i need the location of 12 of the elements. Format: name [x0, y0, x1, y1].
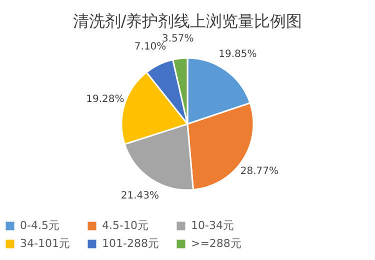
legend-label: 10-34元 — [191, 219, 234, 232]
legend-label: 101-288元 — [102, 237, 159, 250]
legend-label: >=288元 — [191, 237, 242, 250]
legend-label: 4.5-10元 — [102, 219, 148, 232]
data-label: 21.43% — [120, 190, 159, 202]
data-label: 28.77% — [240, 166, 278, 178]
data-label: 19.28% — [86, 94, 124, 106]
legend-label: 0-4.5元 — [20, 219, 60, 232]
legend-label: 34-101元 — [20, 237, 70, 250]
chart-title: 清洗剂/养护剂线上浏览量比例图 — [72, 12, 302, 31]
data-label: 19.85% — [218, 49, 257, 60]
data-label: 7.10% — [134, 41, 166, 52]
